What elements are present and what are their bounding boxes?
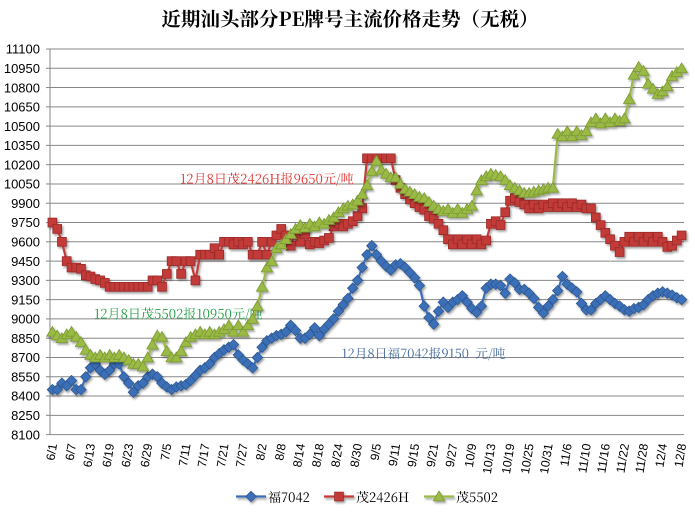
svg-text:10650: 10650 (4, 100, 40, 115)
svg-text:10/19: 10/19 (499, 442, 518, 475)
svg-text:7/21: 7/21 (214, 442, 232, 468)
svg-text:8/18: 8/18 (309, 442, 327, 468)
svg-text:8400: 8400 (11, 389, 40, 404)
svg-text:9150: 9150 (11, 292, 40, 307)
svg-text:6/1: 6/1 (43, 442, 60, 461)
svg-text:10/9: 10/9 (462, 442, 480, 468)
svg-text:8/24: 8/24 (328, 442, 346, 468)
svg-text:6/29: 6/29 (138, 442, 156, 468)
svg-text:6/23: 6/23 (119, 442, 137, 468)
svg-text:6/19: 6/19 (100, 442, 118, 468)
svg-text:9750: 9750 (11, 215, 40, 230)
svg-text:6/13: 6/13 (81, 442, 99, 468)
svg-text:10800: 10800 (4, 80, 40, 95)
svg-text:9900: 9900 (11, 196, 40, 211)
svg-text:12/4: 12/4 (653, 442, 671, 468)
svg-text:8/30: 8/30 (348, 442, 366, 468)
svg-text:11/6: 11/6 (557, 442, 574, 467)
svg-text:9450: 9450 (11, 254, 40, 269)
svg-text:7/11: 7/11 (176, 442, 193, 467)
svg-text:10500: 10500 (4, 119, 40, 134)
svg-text:8/2: 8/2 (253, 442, 270, 461)
svg-text:9/27: 9/27 (443, 442, 461, 468)
svg-text:8100: 8100 (11, 427, 40, 442)
svg-text:11/22: 11/22 (614, 442, 632, 474)
svg-text:10/25: 10/25 (518, 442, 537, 475)
svg-text:9300: 9300 (11, 273, 40, 288)
svg-text:9600: 9600 (11, 235, 40, 250)
svg-text:11/28: 11/28 (633, 442, 651, 474)
svg-text:7/17: 7/17 (195, 442, 213, 468)
svg-text:11/10: 11/10 (575, 442, 593, 474)
svg-text:9/5: 9/5 (368, 442, 385, 461)
svg-text:8700: 8700 (11, 350, 40, 365)
svg-text:8/8: 8/8 (272, 442, 289, 461)
svg-text:7/5: 7/5 (158, 442, 175, 461)
svg-text:10/31: 10/31 (537, 442, 556, 475)
svg-text:10350: 10350 (4, 138, 40, 153)
svg-text:6/7: 6/7 (63, 442, 80, 461)
svg-text:7/27: 7/27 (233, 442, 251, 468)
svg-text:9000: 9000 (11, 312, 40, 327)
svg-text:8/14: 8/14 (290, 442, 308, 468)
svg-text:12/8: 12/8 (672, 442, 690, 468)
svg-text:8250: 8250 (11, 408, 40, 423)
svg-text:10/13: 10/13 (480, 442, 499, 475)
svg-text:9/21: 9/21 (424, 442, 442, 468)
svg-text:10950: 10950 (4, 61, 40, 76)
svg-text:10200: 10200 (4, 157, 40, 172)
svg-text:11/16: 11/16 (594, 442, 612, 474)
svg-text:10050: 10050 (4, 177, 40, 192)
svg-text:8550: 8550 (11, 370, 40, 385)
svg-text:9/11: 9/11 (386, 442, 403, 467)
svg-text:11100: 11100 (6, 42, 40, 57)
svg-text:9/15: 9/15 (405, 442, 423, 468)
svg-text:8850: 8850 (11, 331, 40, 346)
